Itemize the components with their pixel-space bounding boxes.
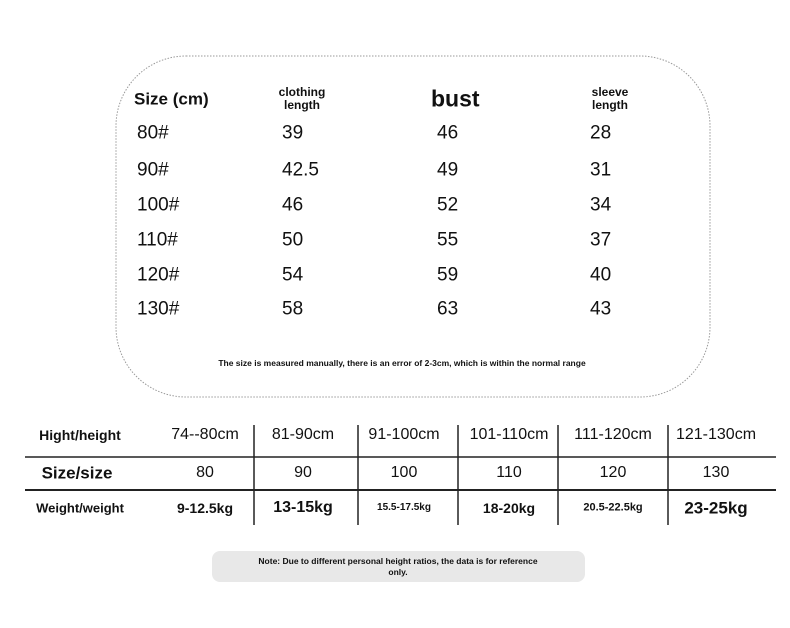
table-cell: 42.5 <box>282 159 319 181</box>
table-cell: 59 <box>437 264 459 286</box>
table-cell: 39 <box>282 122 304 144</box>
column-header: clothing length <box>278 85 326 112</box>
table-cell: 81-90cm <box>271 426 335 443</box>
size-chart-frame <box>115 55 711 398</box>
table-cell: 15.5-17.5kg <box>377 502 431 513</box>
table-cell: 121-130cm <box>675 426 757 443</box>
table-cell: 91-100cm <box>368 426 440 443</box>
table-cell: 110# <box>137 229 178 251</box>
row-header: Weight/weight <box>36 500 124 516</box>
table-cell: 58 <box>282 298 304 320</box>
table-cell: 34 <box>590 194 612 216</box>
table-cell: 74--80cm <box>171 426 239 443</box>
column-header: sleeve length <box>591 85 629 112</box>
table-cell: 20.5-22.5kg <box>583 501 643 514</box>
footer-note: Note: Due to different personal height r… <box>258 556 538 577</box>
table-cell: 110 <box>496 464 522 481</box>
table-cell: 46 <box>282 194 304 216</box>
column-header: bust <box>431 85 480 112</box>
table-cell: 23-25kg <box>684 498 748 518</box>
table-cell: 28 <box>590 122 612 144</box>
table-cell: 9-12.5kg <box>176 500 234 516</box>
table-cell: 101-110cm <box>469 426 549 443</box>
table-cell: 111-120cm <box>574 426 652 443</box>
table-cell: 50 <box>282 229 304 251</box>
table-cell: 100# <box>137 194 180 216</box>
table-cell: 43 <box>590 298 612 320</box>
table-cell: 18-20kg <box>482 500 536 516</box>
column-header: Size (cm) <box>134 89 209 109</box>
row-header: Size/size <box>41 463 113 483</box>
table-cell: 31 <box>590 159 612 181</box>
table-cell: 120 <box>599 464 627 481</box>
table-cell: 37 <box>590 229 612 251</box>
table-cell: 40 <box>590 264 612 286</box>
table-cell: 46 <box>437 122 459 144</box>
note: The size is measured manually, there is … <box>218 358 586 368</box>
row-header: Hight/height <box>39 427 121 443</box>
table-cell: 13-15kg <box>273 499 333 516</box>
table-cell: 130# <box>137 298 180 320</box>
table-cell: 120# <box>137 264 180 286</box>
table-cell: 90 <box>294 464 312 481</box>
table-cell: 54 <box>282 264 304 286</box>
table-cell: 130 <box>702 464 730 481</box>
table-cell: 100 <box>390 464 418 481</box>
table-cell: 80 <box>196 464 214 481</box>
table-cell: 49 <box>437 159 459 181</box>
table-cell: 55 <box>437 229 459 251</box>
column-dividers <box>253 425 669 525</box>
table-cell: 90# <box>137 159 169 181</box>
footer-note-box <box>212 551 585 582</box>
table-cell: 63 <box>437 298 459 320</box>
table-cell: 52 <box>437 194 459 216</box>
table-cell: 80# <box>137 122 169 144</box>
